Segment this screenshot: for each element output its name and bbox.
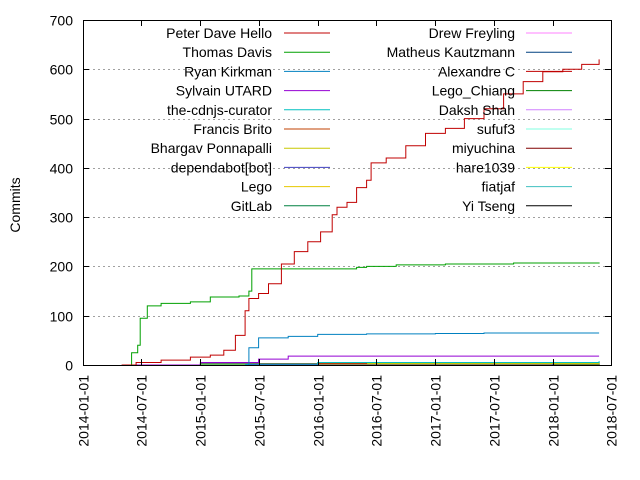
x-tick-label: 2016-07-01 [369, 375, 385, 447]
legend-label: miyuchina [452, 140, 515, 156]
x-tick-label: 2014-07-01 [134, 375, 150, 447]
legend-label: Lego [241, 179, 272, 195]
legend-label: hare1039 [456, 159, 515, 175]
legend-entry: hare1039 [456, 159, 572, 175]
plot-frame [83, 20, 612, 366]
y-tick-label: 400 [50, 161, 74, 177]
legend-entry: Alexandre C [438, 63, 572, 79]
legend-label: Francis Brito [193, 121, 272, 137]
legend-label: fiatjaf [482, 179, 516, 195]
x-tick-label: 2016-01-01 [311, 375, 327, 447]
legend-label: Peter Dave Hello [166, 25, 272, 41]
legend-label: Yi Tseng [462, 198, 515, 214]
legend-entry: Daksh Shah [439, 102, 572, 118]
legend-entry: Ryan Kirkman [184, 63, 330, 79]
y-tick-label: 300 [50, 210, 74, 226]
legend-entry: Francis Brito [193, 121, 330, 137]
legend-entry: Yi Tseng [462, 198, 572, 214]
legend-entry: GitLab [231, 198, 330, 214]
legend-label: GitLab [231, 198, 272, 214]
legend-label: Matheus Kautzmann [387, 44, 515, 60]
y-tick-labels: 0 100 200 300 400 500 600 700 [50, 13, 74, 374]
legend-entry: Peter Dave Hello [166, 25, 330, 41]
legend-entry: Matheus Kautzmann [387, 44, 572, 60]
legend-label: Drew Freyling [429, 25, 515, 41]
legend: Peter Dave Hello Thomas Davis Ryan Kirkman… [151, 25, 572, 214]
y-tick-label: 100 [50, 309, 74, 325]
x-tick-label: 2018-07-01 [604, 375, 620, 447]
legend-label: Sylvain UTARD [176, 83, 272, 99]
legend-label: Ryan Kirkman [184, 63, 272, 79]
legend-label: Lego_Chiang [432, 83, 515, 99]
legend-entry: Sylvain UTARD [176, 83, 330, 99]
legend-entry: the-cdnjs-curator [167, 102, 330, 118]
legend-entry: Lego [241, 179, 330, 195]
grid-lines [83, 69, 611, 317]
legend-label: Alexandre C [438, 63, 515, 79]
x-tick-label: 2015-07-01 [252, 375, 268, 447]
y-tick-label: 600 [50, 62, 74, 78]
legend-entry: Thomas Davis [183, 44, 330, 60]
x-tick-label: 2015-01-01 [193, 375, 209, 447]
y-tick-label: 200 [50, 259, 74, 275]
legend-label: Thomas Davis [183, 44, 272, 60]
legend-entry: dependabot[bot] [171, 159, 330, 175]
x-tick-label: 2017-01-01 [428, 375, 444, 447]
x-tick-label: 2018-01-01 [546, 375, 562, 447]
axes [83, 20, 612, 366]
y-tick-label: 500 [50, 112, 74, 128]
x-tick-labels: 2014-01-01 2014-07-01 2015-01-01 2015-07-01… [76, 375, 620, 447]
legend-entry: Lego_Chiang [432, 83, 572, 99]
y-tick-label: 700 [50, 13, 74, 29]
y-axis-label: Commits [7, 177, 23, 232]
legend-label: sufuf3 [477, 121, 515, 137]
legend-label: Bhargav Ponnapalli [151, 140, 272, 156]
legend-label: Daksh Shah [439, 102, 515, 118]
legend-entry: miyuchina [452, 140, 572, 156]
y-tick-label: 0 [65, 358, 73, 374]
legend-entry: fiatjaf [482, 179, 572, 195]
series-line-1 [127, 262, 600, 366]
x-tick-label: 2014-01-01 [76, 375, 92, 447]
legend-label: the-cdnjs-curator [167, 102, 272, 118]
x-tick-label: 2017-07-01 [487, 375, 503, 447]
legend-entry: sufuf3 [477, 121, 572, 137]
series-line-2 [245, 332, 600, 366]
legend-label: dependabot[bot] [171, 159, 272, 175]
series-line-0 [121, 59, 600, 366]
legend-entry: Bhargav Ponnapalli [151, 140, 330, 156]
legend-entry: Drew Freyling [429, 25, 572, 41]
